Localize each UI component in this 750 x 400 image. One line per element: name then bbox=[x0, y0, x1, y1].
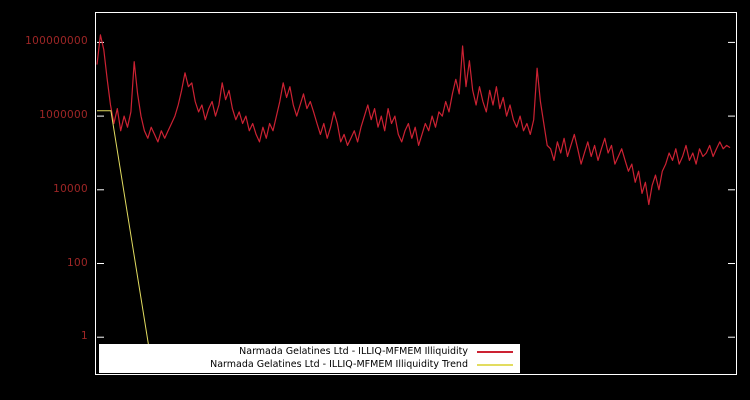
legend-line-sample-yellow bbox=[477, 363, 513, 366]
y-axis-tick-labels: 1 100 10000 1000000 100000000 bbox=[0, 0, 88, 400]
y-tick-label: 10000 bbox=[53, 182, 88, 195]
y-tick-label: 1 bbox=[81, 330, 88, 343]
y-tick-label: 1000000 bbox=[39, 109, 88, 122]
plot-area bbox=[95, 12, 737, 375]
y-tick-label: 100 bbox=[67, 256, 88, 269]
legend-item-trend: Narmada Gelatines Ltd - ILLIQ-MFMEM Illi… bbox=[104, 358, 515, 371]
legend: Narmada Gelatines Ltd - ILLIQ-MFMEM Illi… bbox=[99, 344, 520, 373]
y-tick-label: 100000000 bbox=[25, 35, 88, 48]
legend-label-illiquidity: Narmada Gelatines Ltd - ILLIQ-MFMEM Illi… bbox=[239, 346, 468, 357]
trend-series-line bbox=[97, 110, 154, 372]
legend-label-trend: Narmada Gelatines Ltd - ILLIQ-MFMEM Illi… bbox=[210, 359, 468, 370]
illiquidity-series-line bbox=[96, 34, 731, 206]
legend-line-sample-red bbox=[477, 350, 513, 353]
plot-svg bbox=[96, 34, 735, 372]
legend-item-illiquidity: Narmada Gelatines Ltd - ILLIQ-MFMEM Illi… bbox=[104, 345, 515, 358]
